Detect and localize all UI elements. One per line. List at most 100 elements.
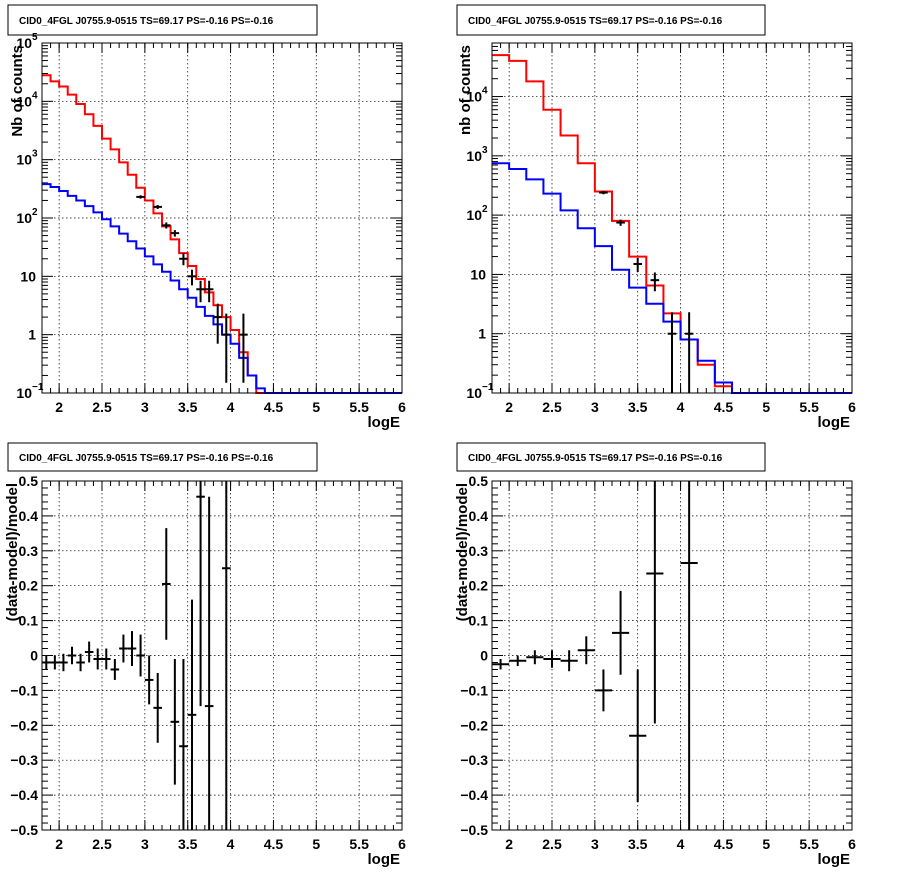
y-tick-label: −0.5: [460, 822, 488, 838]
y-tick-exponent: 2: [482, 204, 488, 215]
y-tick-exponent: 4: [32, 90, 38, 101]
data-point: [153, 672, 162, 743]
data-point: [577, 636, 595, 665]
panel-title: CID0_4FGL J0755.9-0515 TS=69.17 PS=-0.16…: [19, 16, 274, 27]
x-tick-label: 5: [762, 399, 770, 415]
y-axis-title: nb of counts: [457, 45, 474, 135]
title-box: [456, 4, 766, 36]
y-tick-label: −0.4: [460, 787, 488, 803]
data-point: [222, 481, 231, 830]
x-tick-label: 4: [227, 399, 235, 415]
x-tick-label: 4: [227, 836, 235, 852]
x-axis-title: logE: [818, 414, 851, 431]
y-tick-label: 0.5: [469, 473, 489, 489]
data-point: [239, 313, 248, 383]
y-tick-exponent: 4: [482, 86, 488, 97]
y-tick-label: −0.5: [10, 822, 38, 838]
y-tick-label: 10: [470, 266, 486, 282]
data-point: [222, 313, 231, 383]
x-tick-label: 5.5: [349, 836, 369, 852]
y-tick-label: 0.5: [19, 473, 39, 489]
y-tick-label: 10: [16, 152, 32, 168]
y-axis-title: (data-model)/model: [4, 483, 21, 621]
y-tick-label: 10: [16, 35, 32, 51]
title-box: [7, 442, 318, 472]
y-tick-label: 1: [478, 326, 486, 342]
data-point: [204, 280, 214, 303]
y-tick-label: 0.4: [19, 508, 39, 524]
plot-frame-border: [491, 480, 853, 831]
y-tick-exponent: 2: [32, 207, 38, 218]
data-point: [50, 655, 60, 670]
data-point: [93, 648, 102, 670]
panel-bottom-right-residuals: CID0_4FGL J0755.9-0515 TS=69.17 PS=-0.16…: [454, 442, 856, 868]
data-point: [153, 205, 162, 209]
x-tick-label: 2.5: [542, 836, 562, 852]
data-point: [144, 655, 154, 705]
panel-title: CID0_4FGL J0755.9-0515 TS=69.17 PS=-0.16…: [468, 453, 723, 464]
x-tick-label: 6: [398, 836, 406, 852]
y-tick-label: −0.4: [10, 787, 38, 803]
x-axis-title: logE: [368, 851, 401, 868]
x-tick-label: 5.5: [799, 836, 819, 852]
x-tick-label: 4: [677, 836, 685, 852]
data-point: [680, 481, 698, 830]
y-tick-label: −0.3: [460, 752, 488, 768]
data-point: [187, 269, 197, 286]
x-tick-label: 2.5: [92, 399, 112, 415]
x-tick-label: 3.5: [628, 399, 648, 415]
title-box: [7, 4, 318, 36]
title-box: [456, 442, 766, 472]
data-point: [76, 653, 85, 672]
panel-title: CID0_4FGL J0755.9-0515 TS=69.17 PS=-0.16…: [19, 453, 274, 464]
x-tick-label: 6: [848, 399, 856, 415]
data-point: [594, 669, 612, 712]
data-point: [509, 655, 527, 666]
y-axis-title: (data-model)/model: [454, 483, 471, 621]
x-tick-label: 3: [591, 399, 599, 415]
data-point: [127, 631, 137, 666]
x-tick-label: 5: [762, 836, 770, 852]
data-point: [179, 253, 188, 266]
x-tick-label: 3: [141, 836, 149, 852]
y-tick-label: 10: [16, 210, 32, 226]
y-tick-exponent: 3: [32, 149, 38, 160]
data-point: [213, 303, 222, 344]
y-tick-exponent: −1: [32, 382, 44, 393]
y-tick-label: 0.3: [19, 543, 39, 559]
y-tick-label: 10: [466, 385, 482, 401]
y-tick-label: −0.3: [10, 752, 38, 768]
data-point: [59, 653, 68, 672]
data-point: [119, 634, 128, 663]
y-tick-label: 10: [20, 268, 36, 284]
y-tick-exponent: 5: [32, 32, 38, 43]
x-tick-label: 3.5: [628, 836, 648, 852]
data-point: [170, 230, 180, 237]
x-tick-label: 2.5: [92, 836, 112, 852]
data-point: [492, 658, 510, 670]
x-tick-label: 5.5: [349, 399, 369, 415]
data-point: [629, 669, 647, 803]
y-tick-label: 0.2: [469, 578, 489, 594]
data-point: [136, 195, 145, 199]
y-tick-label: −0.2: [460, 717, 488, 733]
x-tick-label: 2.5: [542, 399, 562, 415]
data-point: [684, 312, 694, 393]
x-tick-label: 3.5: [178, 836, 198, 852]
data-point: [667, 312, 677, 393]
x-tick-label: 5: [312, 836, 320, 852]
y-tick-label: 0.1: [19, 613, 39, 629]
data-point: [162, 222, 171, 229]
y-tick-label: 10: [16, 93, 32, 109]
y-tick-label: −0.1: [10, 682, 38, 698]
plot-frame-border: [491, 42, 853, 394]
data-point: [196, 280, 205, 303]
x-tick-label: 4: [677, 399, 685, 415]
x-tick-label: 5: [312, 399, 320, 415]
x-axis-title: logE: [368, 414, 401, 431]
panel-top-right-counts: CID0_4FGL J0755.9-0515 TS=69.17 PS=-0.16…: [456, 4, 856, 431]
data-point: [543, 650, 561, 668]
y-tick-label: −0.2: [10, 717, 38, 733]
y-tick-exponent: −1: [482, 382, 494, 393]
y-tick-label: 0: [30, 648, 38, 664]
